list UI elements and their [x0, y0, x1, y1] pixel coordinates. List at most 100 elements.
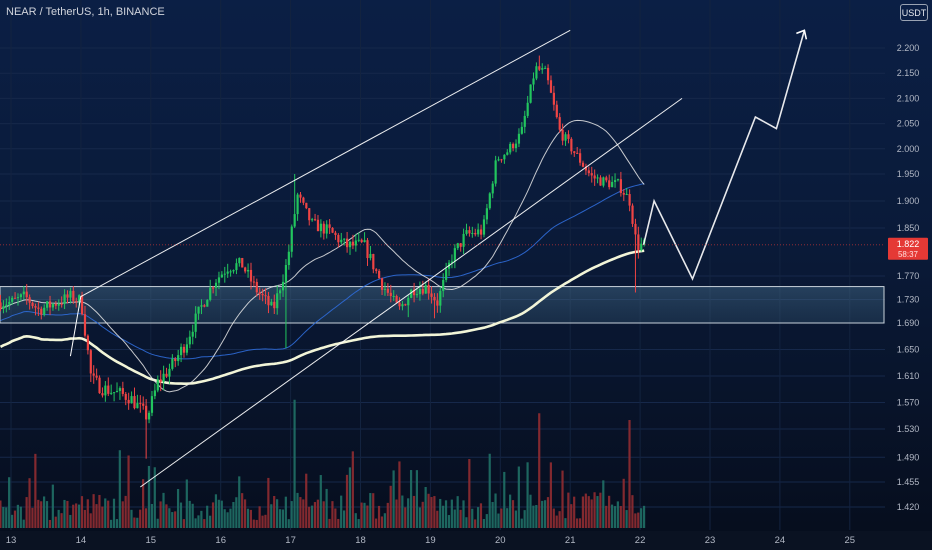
volume-bar	[133, 517, 136, 528]
volume-bar	[363, 502, 366, 528]
volume-bar	[541, 500, 544, 528]
y-tick-label: 1.530	[897, 424, 920, 434]
volume-bar	[57, 509, 60, 528]
y-tick-label: 2.050	[897, 119, 920, 129]
volume-bar	[546, 497, 550, 528]
volume-bar	[494, 493, 497, 528]
time-axis[interactable]: 13 14 15 16 17 18 19 20 21 22 23 24 25	[0, 531, 932, 550]
volume-bar	[217, 499, 220, 528]
candle-body	[491, 183, 494, 194]
volume-bar	[69, 514, 72, 528]
volume-bar	[616, 501, 619, 528]
y-tick-label: 1.850	[897, 223, 920, 233]
volume-bar	[444, 500, 448, 528]
candle-body	[442, 279, 445, 291]
candle-body	[369, 253, 372, 259]
volume-bar	[165, 504, 168, 528]
candle-body	[107, 385, 110, 394]
candle-body	[477, 229, 480, 235]
candle-body	[66, 294, 69, 298]
volume-bar	[278, 509, 282, 528]
candle-body	[509, 143, 512, 153]
price-axis[interactable]: 2.200 2.150 2.100 2.050 2.000 1.950 1.900 1.850…	[888, 43, 928, 512]
candle-body	[567, 134, 570, 139]
volume-bar	[503, 471, 506, 528]
volume-bar	[104, 498, 107, 528]
candle-body	[40, 308, 43, 315]
current-price-badge	[888, 237, 928, 260]
candle-body	[529, 84, 532, 103]
volume-bar	[575, 518, 579, 528]
volume-bar	[273, 495, 276, 528]
volume-bar	[447, 515, 451, 528]
volume-bar	[223, 509, 226, 528]
candle-body	[596, 177, 599, 179]
candle-body	[366, 240, 369, 259]
volume-bar	[130, 509, 133, 528]
candle-body	[628, 194, 631, 206]
candle-body	[421, 289, 424, 294]
candle-body	[72, 290, 75, 301]
volume-bar	[543, 500, 547, 528]
volume-bar	[345, 474, 349, 528]
grid-lines	[0, 0, 885, 530]
x-tick-label: 23	[705, 535, 716, 546]
y-tick-label: 1.690	[897, 318, 920, 328]
volume-bar	[276, 499, 279, 528]
candle-body	[229, 271, 232, 273]
candle-body	[171, 358, 174, 369]
volume-bar	[573, 496, 576, 528]
candle-body	[308, 208, 311, 221]
candle-body	[124, 393, 127, 400]
volume-bar	[299, 497, 302, 528]
volume-bar	[342, 510, 346, 528]
volume-bar	[479, 503, 483, 528]
volume-bar	[31, 507, 34, 528]
candle-body	[104, 385, 107, 396]
candle-body	[130, 396, 133, 404]
volume-bar	[144, 508, 148, 528]
volume-bar	[252, 519, 255, 528]
candle-body	[217, 277, 221, 283]
candle-body	[479, 229, 483, 235]
volume-bar	[43, 496, 46, 528]
volume-bar	[514, 510, 518, 528]
candle-body	[258, 292, 261, 294]
candle-body	[244, 267, 247, 272]
volume-bar	[34, 453, 37, 528]
candle-body	[579, 153, 582, 163]
candle-body	[412, 289, 416, 296]
volume-bar	[8, 477, 11, 528]
volume-bar	[325, 488, 328, 528]
volume-bar	[558, 511, 561, 528]
volume-bar	[485, 514, 488, 528]
currency-button[interactable]: USDT	[900, 4, 928, 21]
candle-body	[430, 293, 433, 297]
volume-bar	[377, 505, 381, 528]
volume-bar	[89, 513, 92, 528]
volume-bar	[296, 492, 299, 528]
volume-bar	[465, 517, 468, 528]
volume-bar	[462, 500, 465, 528]
channel-lower-extension	[69, 295, 82, 357]
candle-body	[616, 179, 620, 181]
candle-body	[605, 177, 608, 181]
volume-bar	[613, 506, 617, 528]
candle-body	[334, 232, 337, 236]
volume-bar	[16, 504, 19, 528]
volume-bar	[497, 513, 500, 528]
candle-body	[506, 152, 509, 155]
volume-bar	[45, 501, 49, 528]
volume-bar	[191, 503, 194, 528]
volume-bar	[124, 495, 127, 528]
candle-body	[383, 288, 387, 290]
candle-body	[200, 305, 203, 307]
volume-bar	[427, 493, 430, 528]
candle-body	[37, 307, 40, 309]
candle-body	[182, 346, 186, 353]
candle-body	[276, 293, 279, 309]
candle-body	[535, 66, 538, 79]
candle-body	[147, 412, 151, 420]
volume-bar	[401, 495, 404, 528]
